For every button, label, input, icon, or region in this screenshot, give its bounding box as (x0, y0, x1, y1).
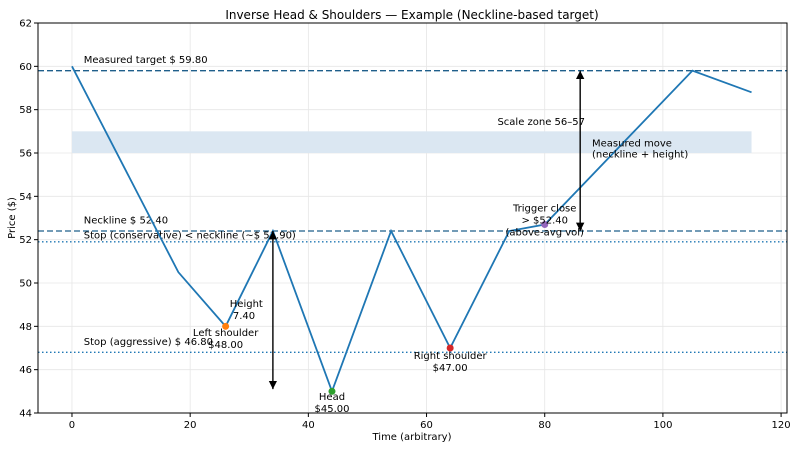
x-tick-label: 80 (538, 420, 551, 431)
marker-label: (above-avg vol) (505, 228, 584, 239)
marker-label: Left shoulder (193, 328, 259, 339)
marker-point (328, 387, 336, 395)
marker-point (446, 344, 454, 352)
hline-label: Neckline $ 52.40 (84, 215, 168, 226)
x-tick-label: 40 (302, 420, 315, 431)
chart-title: Inverse Head & Shoulders — Example (Neck… (225, 8, 598, 22)
hline-label: Measured target $ 59.80 (84, 55, 208, 66)
arrow-label: 7.40 (233, 311, 255, 322)
y-tick-label: 58 (19, 105, 32, 116)
x-tick-label: 120 (772, 420, 791, 431)
arrow-label: Height (230, 299, 263, 310)
marker-label: $47.00 (433, 363, 468, 374)
marker-label: > $52.40 (521, 216, 568, 227)
price-line (71, 65, 752, 394)
marker-label: $45.00 (314, 404, 349, 415)
arrow-label: (neckline + height) (592, 149, 688, 160)
marker-label: $48.00 (208, 340, 243, 351)
marker-label: Right shoulder (414, 351, 488, 362)
marker-label: Head (319, 392, 345, 403)
marker-point (541, 221, 549, 228)
y-tick-label: 54 (19, 192, 32, 203)
y-tick-label: 48 (19, 322, 32, 333)
marker-point (222, 322, 230, 330)
y-tick-label: 60 (19, 62, 32, 73)
x-tick-label: 0 (69, 420, 75, 431)
y-tick-label: 50 (19, 279, 32, 290)
y-axis-label: Price ($) (7, 197, 18, 239)
hline-label: Stop (conservative) < neckline (~$ 51.90… (84, 231, 296, 242)
y-tick-label: 56 (19, 149, 32, 160)
plot-frame (37, 22, 788, 414)
hline-label: Stop (aggressive) $ 46.80 (84, 337, 213, 348)
y-tick-label: 52 (19, 235, 32, 246)
x-tick-label: 100 (653, 420, 672, 431)
y-tick-label: 46 (19, 365, 32, 376)
marker-label: Trigger close (512, 204, 576, 215)
x-axis-label: Time (arbitrary) (371, 432, 451, 443)
y-tick-label: 62 (19, 19, 32, 30)
arrow-label: Measured move (592, 139, 672, 150)
x-tick-label: 20 (184, 420, 197, 431)
x-tick-label: 60 (420, 420, 433, 431)
scale-zone-label: Scale zone 56–57 (497, 117, 585, 128)
y-tick-label: 44 (19, 409, 32, 420)
